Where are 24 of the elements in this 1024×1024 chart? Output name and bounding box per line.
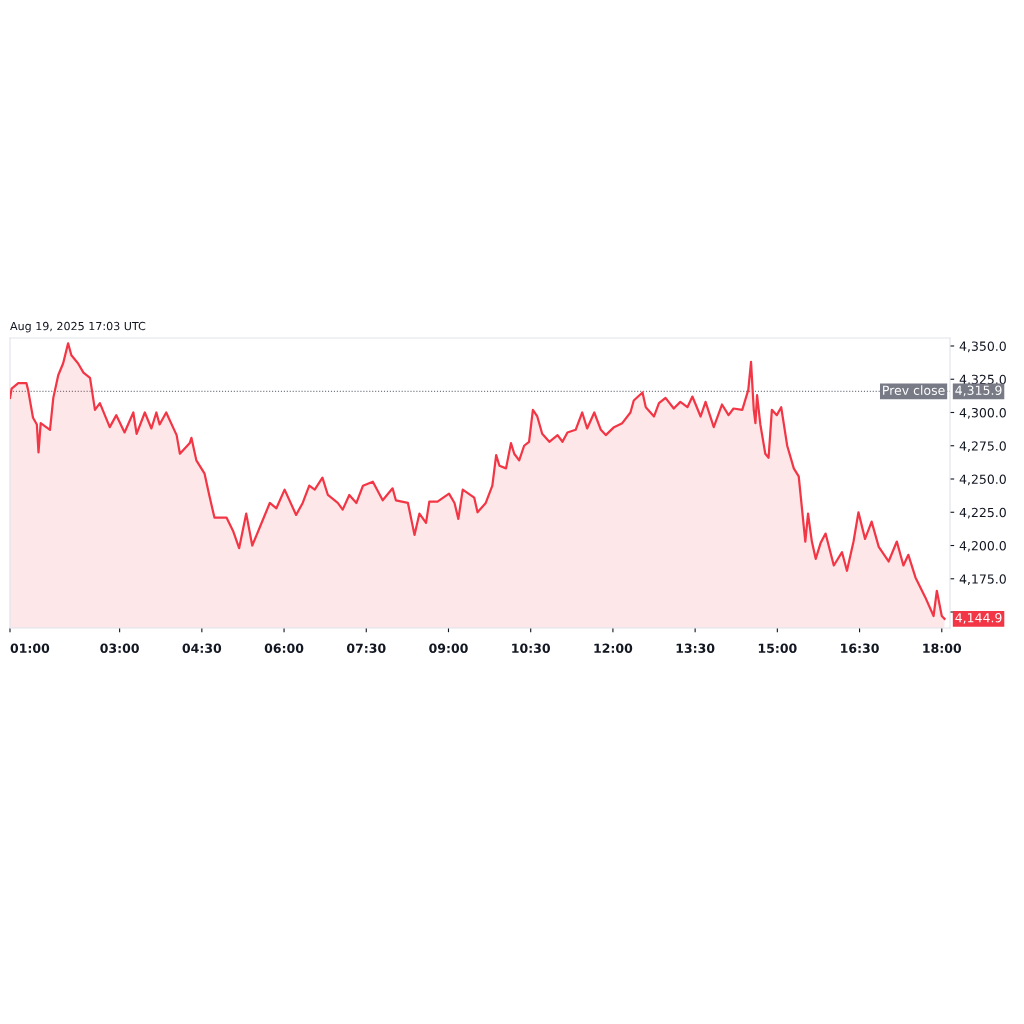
x-tick-label: 15:00 (758, 643, 797, 653)
x-tick-label: 09:00 (429, 643, 468, 653)
x-tick-label: 06:00 (264, 643, 304, 653)
y-tick-label: 4,300.0 (959, 407, 1006, 419)
x-tick-label: 03:00 (100, 643, 139, 653)
x-tick-label: 01:00 (10, 643, 50, 653)
y-tick-label: 4,350.0 (959, 341, 1006, 353)
x-tick-label: 10:30 (512, 643, 550, 653)
x-tick-label: 16:30 (841, 643, 879, 653)
y-tick-label: 4,225.0 (959, 507, 1006, 519)
x-tick-label: 07:30 (346, 643, 386, 653)
x-tick-label: 13:30 (676, 643, 715, 653)
text: 4,315.9 (955, 385, 1002, 397)
chart-title: Aug 19, 2025 17:03 UTC (10, 321, 146, 333)
y-tick-label: 4,175.0 (959, 574, 1006, 585)
y-tick-label: 4,325.0 (959, 374, 1006, 386)
x-tick-label: 18:00 (923, 643, 962, 653)
y-tick-label: 4,250.0 (959, 474, 1006, 486)
x-tick-label: 04:30 (182, 643, 222, 653)
y-tick-label: 4,200.0 (959, 540, 1006, 552)
ref-line-label: Prev close (883, 385, 945, 395)
y-tick-label: 4,275.0 (959, 441, 1006, 452)
annotation: 4,144.9 (955, 612, 1002, 624)
x-tick-label: 12:00 (594, 643, 633, 653)
